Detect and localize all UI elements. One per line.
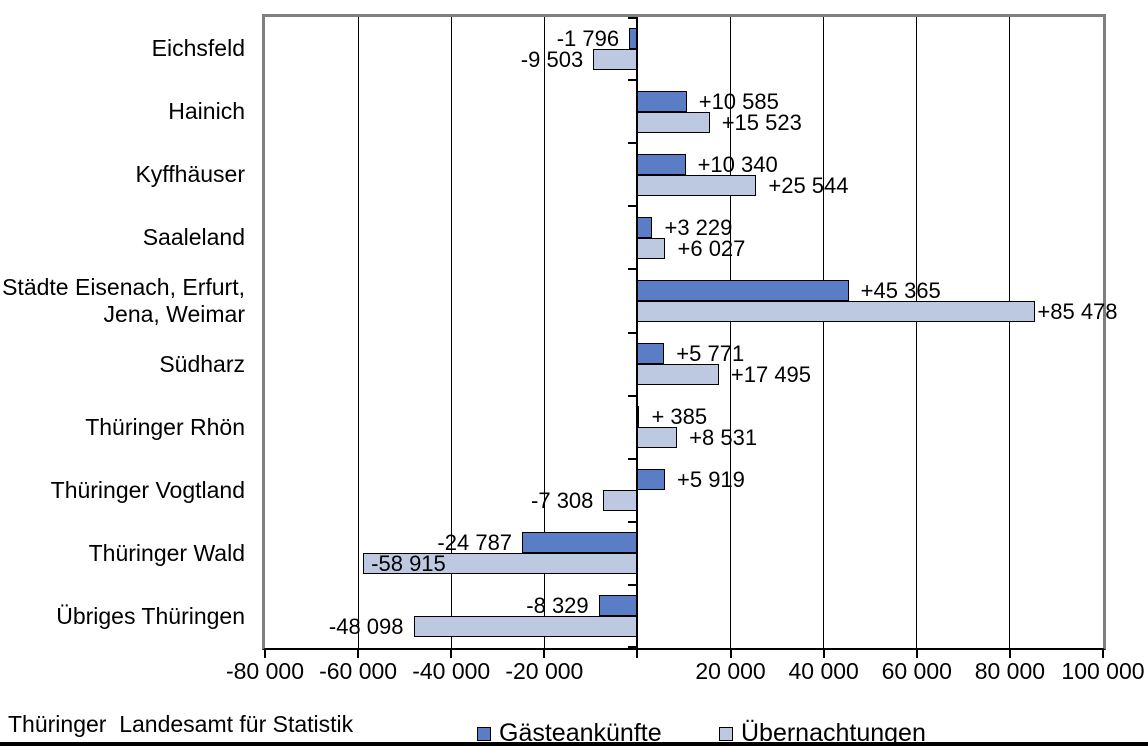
bar-uebernachtungen [603,490,638,512]
bar-gaesteankuenfte [637,469,665,491]
x-axis-tick [636,650,639,658]
bar-gaesteankuenfte [637,216,653,238]
gridline [357,17,359,648]
x-axis-tick [822,650,825,658]
legend-item-gaesteankuenfte: Gästeankünfte [477,719,662,746]
bottom-border [0,742,1148,746]
plot-area: -1 796 +10 585 +10 340 +3 229 +45 365 +5 771 +… [262,14,1118,658]
x-axis-tick [729,650,732,658]
value-label: +5 771 [676,341,745,367]
bar-uebernachtungen [637,174,757,196]
category-tick [628,646,638,648]
value-label: + 385 [651,404,708,430]
value-label: +3 229 [664,214,733,240]
value-label: +10 340 [697,151,778,177]
category-label: Thüringer Rhön [85,413,245,440]
bar-gaesteankuenfte [637,406,640,428]
category-tick [628,331,638,334]
gridline [450,17,452,648]
gridline [730,17,732,648]
x-axis-tick-label: 20 000 [695,658,766,684]
x-axis-tick [1102,650,1104,658]
category-tick [628,17,638,19]
category-tick [628,520,638,523]
x-axis-tick-label: 100 000 [1061,658,1145,684]
value-label: +25 544 [768,172,849,198]
value-label: -58 915 [371,551,446,577]
bar-gaesteankuenfte [637,343,665,365]
x-axis-tick-label: 80 000 [974,658,1046,684]
category-label: Südharz [159,350,245,377]
bar-uebernachtungen [637,364,719,386]
gridline [916,17,918,648]
bar-uebernachtungen [593,48,638,70]
category-tick [628,142,638,145]
category-label: Thüringer Wald [88,539,245,566]
category-label: Eichsfeld [151,35,245,62]
value-label: -24 787 [437,530,513,556]
zero-axis-line [636,17,639,648]
gridline [823,17,825,648]
value-label: -48 098 [328,614,404,640]
category-label: Thüringer Vogtland [50,476,245,503]
bar-uebernachtungen [413,616,638,638]
x-axis-tick [357,650,360,658]
bar-gaesteankuenfte [522,532,638,554]
value-label: +85 478 [1037,298,1118,324]
bar-uebernachtungen [637,300,1036,322]
x-axis-tick [915,650,918,658]
x-axis-tick-label: -40 000 [412,658,491,684]
category-label: Hainich [168,98,245,125]
plot-inner: -1 796 +10 585 +10 340 +3 229 +45 365 +5 771 +… [264,17,1118,658]
value-label: -8 329 [526,593,589,619]
category-label: Kyffhäuser [135,161,245,188]
legend-item-uebernachtungen: Übernachtungen [719,719,926,746]
bar-uebernachtungen [637,111,710,133]
category-tick [628,268,638,271]
bar-gaesteankuenfte [637,90,687,112]
category-label: Übriges Thüringen [56,602,245,629]
x-axis-tick [1008,650,1011,658]
bar-gaesteankuenfte [598,595,638,617]
bar-gaesteankuenfte [629,27,638,49]
bar-uebernachtungen [363,553,638,575]
value-label: +45 365 [860,277,941,303]
category-tick [628,205,638,208]
value-label: +5 919 [677,467,745,493]
legend-label: Übernachtungen [741,719,926,746]
category-tick [628,394,638,397]
category-tick [628,457,638,460]
x-axis-tick-label: -60 000 [319,658,398,684]
category-label: Städte Eisenach, Erfurt, Jena, Weimar [2,273,245,327]
value-label: +10 585 [698,88,779,114]
x-axis-tick-label: -80 000 [225,658,304,684]
gridline [1009,17,1011,648]
gaesteankuenfte-swatch-icon [477,726,491,741]
x-axis-tick [450,650,453,658]
category-label: Saaleland [142,224,245,251]
value-label: +17 495 [730,362,812,388]
value-label: +15 523 [721,109,802,135]
bar-gaesteankuenfte [637,153,686,175]
value-label: -9 503 [520,46,584,72]
bar-uebernachtungen [637,237,666,259]
x-axis-tick-label: -20 000 [505,658,584,684]
category-tick [628,79,638,82]
x-axis-tick [543,650,546,658]
value-label: -1 796 [556,25,620,51]
x-axis-tick [264,650,266,658]
gridline [543,17,545,648]
bar-gaesteankuenfte [637,279,849,301]
bar-uebernachtungen [637,427,678,449]
uebernachtungen-swatch-icon [719,726,733,741]
legend-label: Gästeankünfte [499,719,662,746]
source-text: Thüringer Landesamt für Statistik [8,711,354,737]
value-label: -7 308 [531,488,594,514]
category-tick [628,583,638,586]
value-label: +6 027 [677,235,746,261]
x-axis-tick-label: 60 000 [881,658,952,684]
value-label: +8 531 [689,425,758,451]
x-axis-tick-label: 40 000 [788,658,859,684]
